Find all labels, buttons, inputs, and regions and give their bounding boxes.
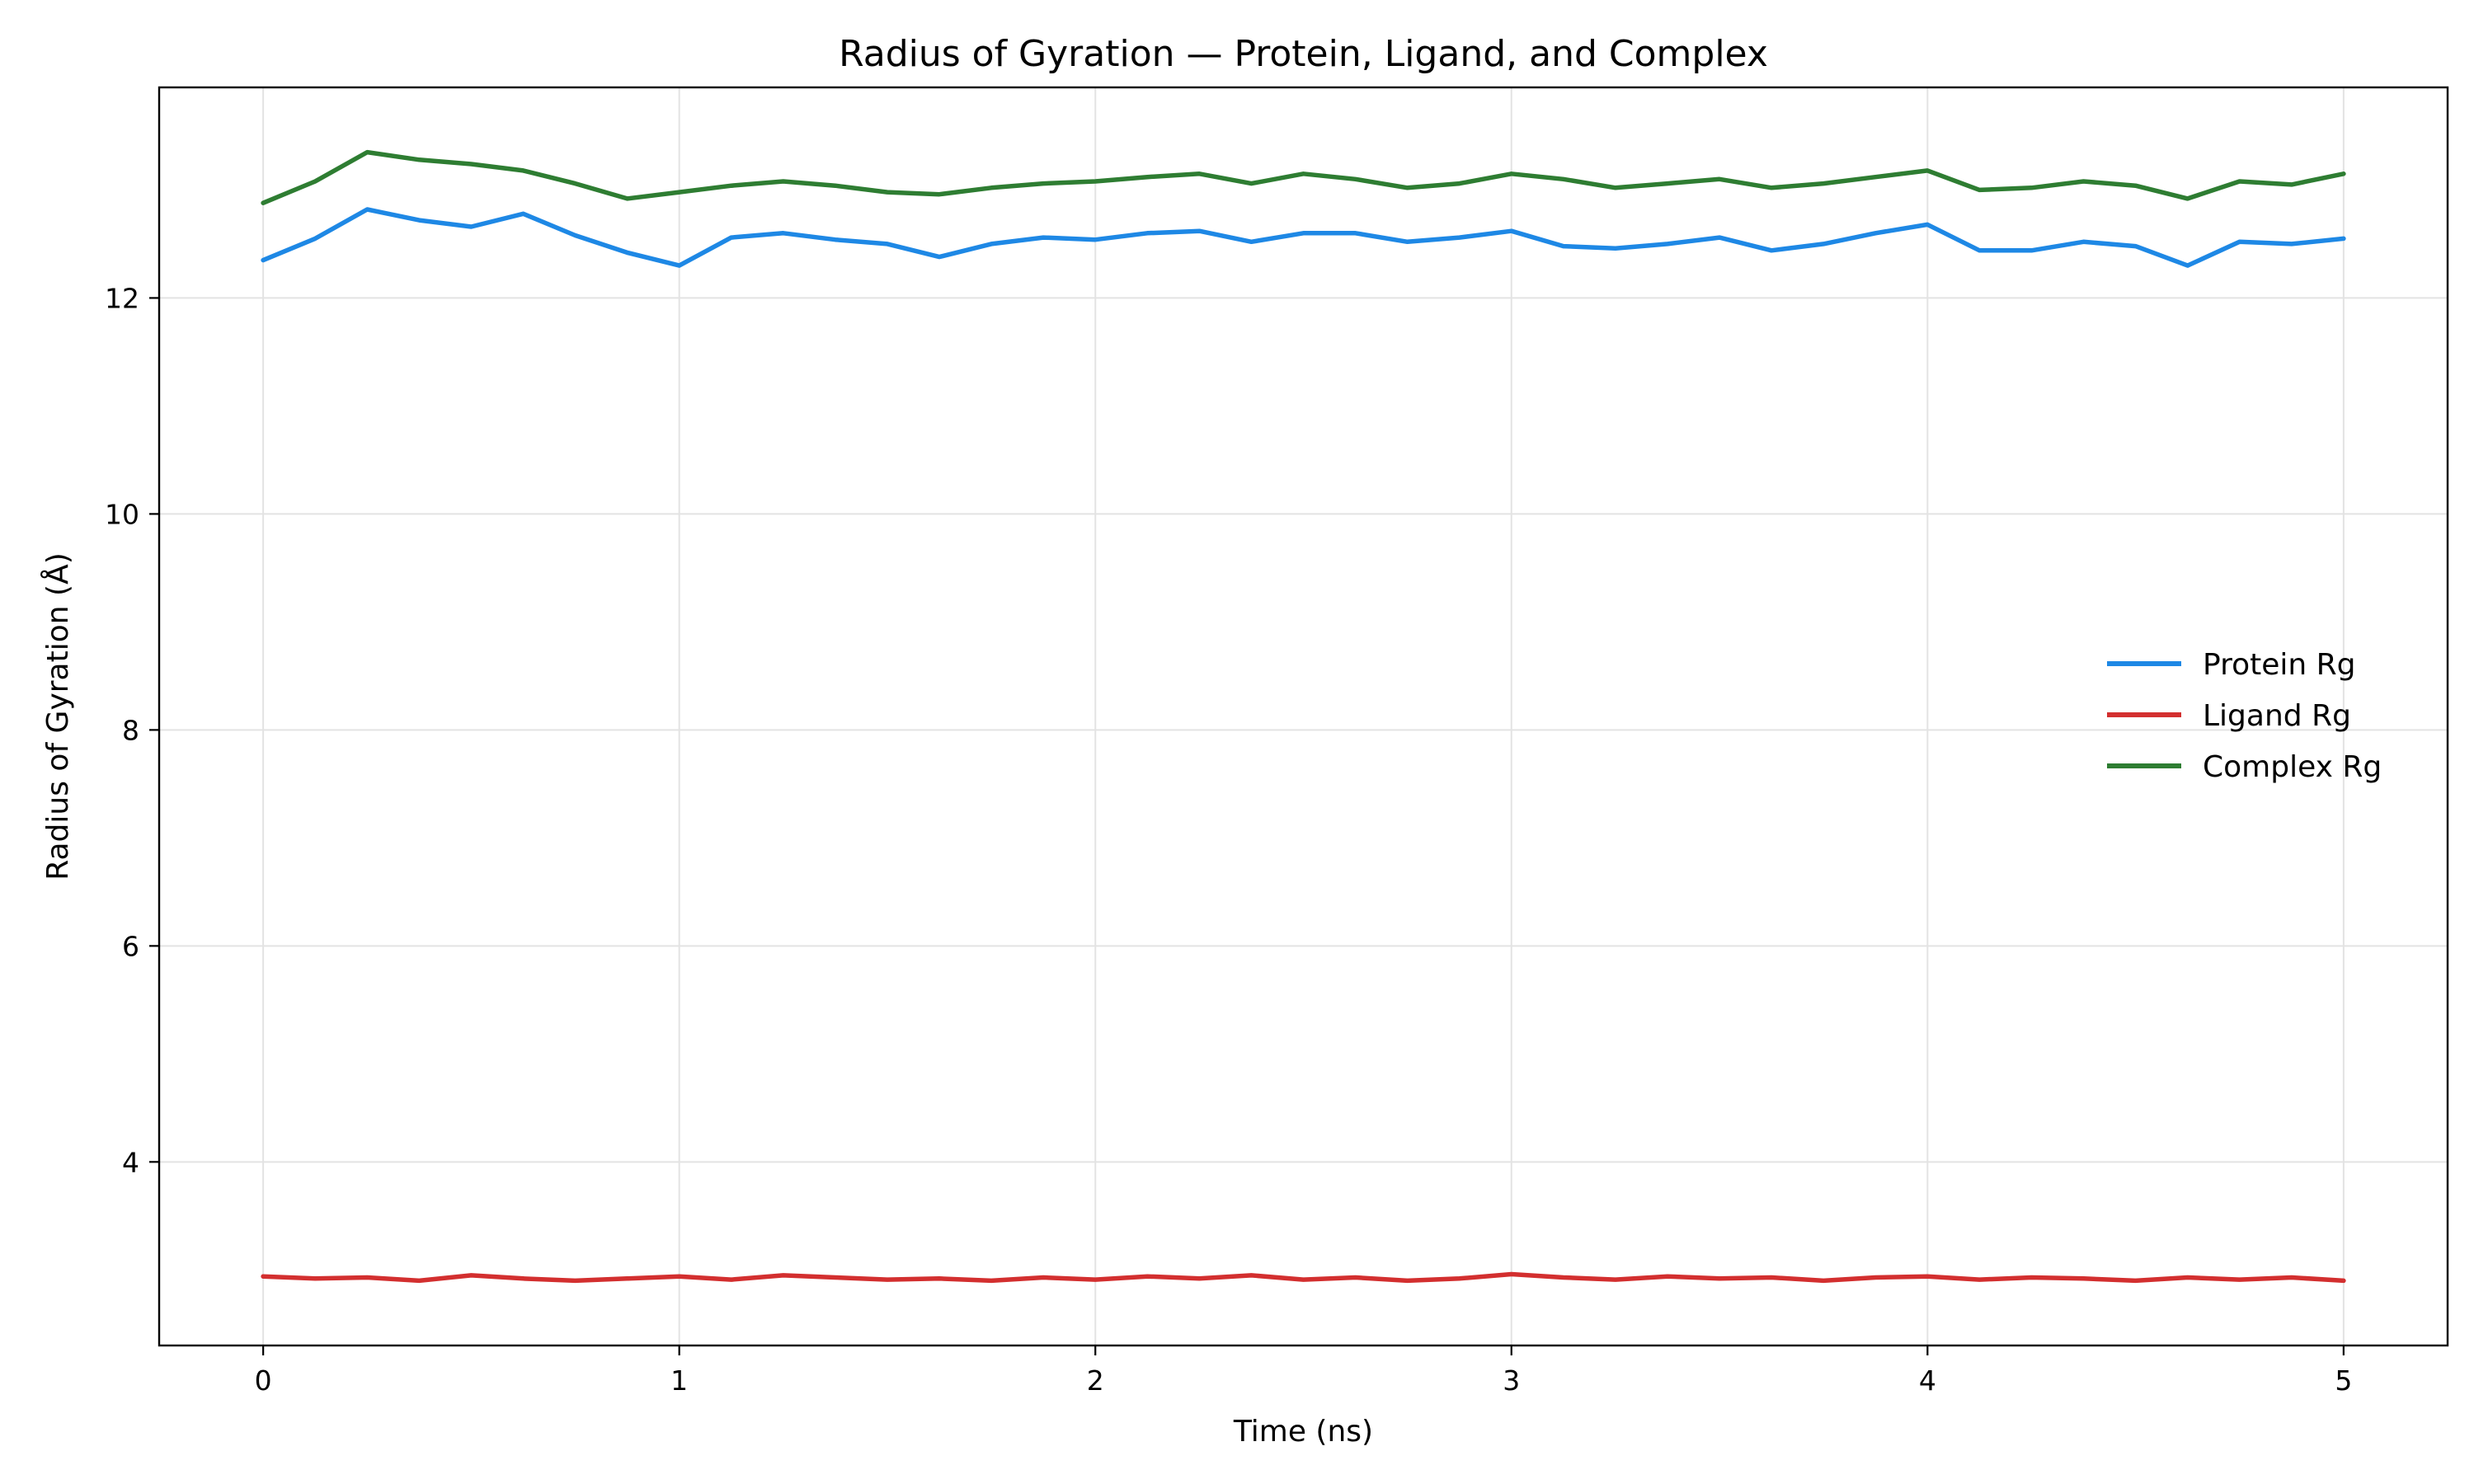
- grid-layer: [159, 87, 2448, 1345]
- legend-entry-label: Complex Rg: [2203, 750, 2382, 784]
- x-tick-label: 0: [255, 1364, 272, 1397]
- legend: Protein Rg Ligand Rg Complex Rg: [2107, 648, 2382, 784]
- x-tick-label: 2: [1087, 1364, 1104, 1397]
- y-tick-label: 4: [122, 1146, 139, 1178]
- x-tick-label: 3: [1503, 1364, 1520, 1397]
- y-tick-label: 12: [105, 282, 139, 314]
- series-line-complex-rg: [261, 149, 2346, 205]
- y-tick-label: 10: [105, 498, 139, 530]
- x-axis-label: Time (ns): [1233, 1415, 1373, 1449]
- series-line-ligand-rg: [261, 1271, 2346, 1284]
- legend-entry-label: Ligand Rg: [2203, 699, 2351, 733]
- legend-entry-label: Protein Rg: [2203, 648, 2356, 682]
- axes-frame: [158, 86, 2449, 1347]
- chart-title: Radius of Gyration — Protein, Ligand, an…: [839, 33, 1768, 75]
- series-line-protein-rg: [261, 207, 2346, 268]
- x-tick-label: 5: [2335, 1364, 2352, 1397]
- x-tick-label: 4: [1919, 1364, 1936, 1397]
- series-layer: [261, 149, 2346, 1284]
- y-axis-label: Radius of Gyration (Å): [40, 552, 75, 880]
- x-tick-label: 1: [670, 1364, 688, 1397]
- y-tick-label: 6: [122, 930, 139, 962]
- y-tick-label: 8: [122, 714, 139, 746]
